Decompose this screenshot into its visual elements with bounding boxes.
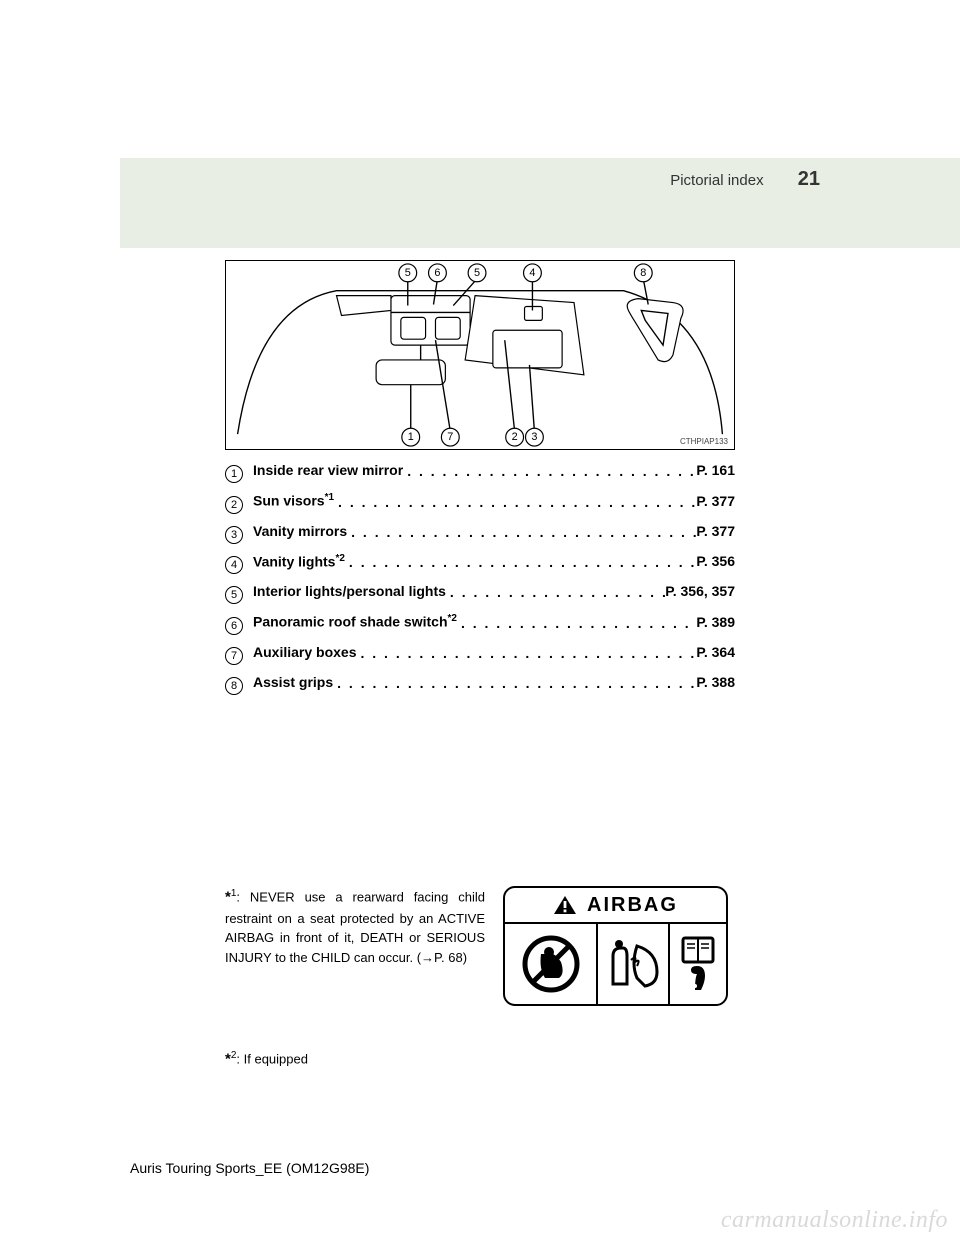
item-number-icon: 8 [225, 677, 243, 695]
item-label: Auxiliary boxes [253, 644, 357, 660]
svg-text:8: 8 [640, 267, 646, 279]
leader-dots: . . . . . . . . . . . . . . . . . . . . … [334, 494, 696, 510]
item-label: Interior lights/personal lights [253, 583, 446, 599]
read-manual-icon [670, 924, 726, 1004]
item-page: P. 377 [696, 493, 735, 509]
leader-dots: . . . . . . . . . . . . . . . . . . . . … [446, 584, 665, 600]
watermark: carmanualsonline.info [721, 1207, 948, 1234]
airbag-warning-label: AIRBAG [503, 886, 728, 1006]
index-row: 8 Assist grips . . . . . . . . . . . . . … [225, 674, 735, 693]
diagram-code: CTHPIAP133 [680, 437, 728, 446]
diagram-svg: 5 6 5 4 8 1 7 2 3 [226, 261, 734, 449]
item-page: P. 389 [696, 614, 735, 630]
item-number-icon: 3 [225, 526, 243, 544]
item-number-icon: 7 [225, 647, 243, 665]
index-row: 5 Interior lights/personal lights . . . .… [225, 583, 735, 602]
item-number-icon: 4 [225, 556, 243, 574]
svg-text:6: 6 [434, 267, 440, 279]
interior-diagram: 5 6 5 4 8 1 7 2 3 CTHPIAP133 [225, 260, 735, 450]
leader-dots: . . . . . . . . . . . . . . . . . . . . … [357, 645, 697, 661]
item-page: P. 356 [696, 553, 735, 569]
leader-dots: . . . . . . . . . . . . . . . . . . . . … [333, 675, 696, 691]
item-page: P. 388 [696, 674, 735, 690]
page-number: 21 [798, 168, 820, 190]
svg-text:4: 4 [529, 267, 535, 279]
item-page: P. 356, 357 [665, 583, 735, 599]
index-row: 2 Sun visors*1 . . . . . . . . . . . . . … [225, 492, 735, 512]
item-page: P. 364 [696, 644, 735, 660]
index-row: 4 Vanity lights*2 . . . . . . . . . . . .… [225, 553, 735, 573]
svg-text:3: 3 [531, 431, 537, 443]
footnote-block: *1: NEVER use a rearward facing child re… [225, 886, 735, 1006]
item-number-icon: 2 [225, 496, 243, 514]
no-child-seat-icon [505, 924, 598, 1004]
item-label: Vanity lights*2 [253, 553, 345, 570]
item-label: Sun visors*1 [253, 492, 334, 509]
item-page: P. 377 [696, 523, 735, 539]
item-page: P. 161 [696, 462, 735, 478]
footnote-1: *1: NEVER use a rearward facing child re… [225, 886, 485, 967]
index-row: 6 Panoramic roof shade switch*2 . . . . .… [225, 613, 735, 633]
item-label: Assist grips [253, 674, 333, 690]
header-text: Pictorial index 21 [670, 168, 820, 191]
index-row: 1 Inside rear view mirror . . . . . . . .… [225, 462, 735, 481]
item-label: Vanity mirrors [253, 523, 347, 539]
section-name: Pictorial index [670, 172, 763, 189]
index-row: 3 Vanity mirrors . . . . . . . . . . . . … [225, 523, 735, 542]
footnote-2: *2: If equipped [225, 1050, 308, 1067]
warning-triangle-icon [553, 895, 577, 915]
header-band [120, 158, 960, 248]
airbag-text: AIRBAG [587, 894, 678, 917]
svg-text:5: 5 [474, 267, 480, 279]
item-number-icon: 6 [225, 617, 243, 635]
item-label: Panoramic roof shade switch*2 [253, 613, 457, 630]
svg-text:1: 1 [408, 431, 414, 443]
item-number-icon: 1 [225, 465, 243, 483]
leader-dots: . . . . . . . . . . . . . . . . . . . . … [403, 463, 696, 479]
airbag-deploy-icon [598, 924, 670, 1004]
index-list: 1 Inside rear view mirror . . . . . . . .… [225, 462, 735, 704]
item-label: Inside rear view mirror [253, 462, 403, 478]
footer-line: Auris Touring Sports_EE (OM12G98E) [130, 1160, 369, 1176]
svg-text:5: 5 [405, 267, 411, 279]
leader-dots: . . . . . . . . . . . . . . . . . . . . … [457, 615, 696, 631]
index-row: 7 Auxiliary boxes . . . . . . . . . . . .… [225, 644, 735, 663]
svg-text:2: 2 [512, 431, 518, 443]
leader-dots: . . . . . . . . . . . . . . . . . . . . … [347, 524, 696, 540]
svg-text:7: 7 [447, 431, 453, 443]
leader-dots: . . . . . . . . . . . . . . . . . . . . … [345, 554, 696, 570]
item-number-icon: 5 [225, 586, 243, 604]
